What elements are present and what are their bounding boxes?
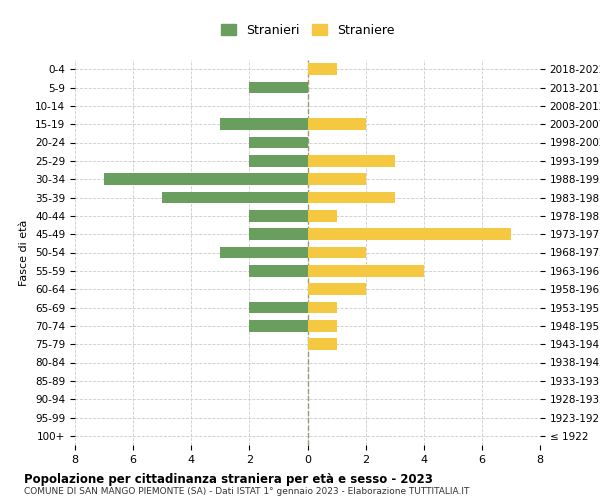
Bar bbox=[308, 338, 337, 350]
Bar bbox=[308, 192, 395, 203]
Text: Popolazione per cittadinanza straniera per età e sesso - 2023: Popolazione per cittadinanza straniera p… bbox=[24, 472, 433, 486]
Bar bbox=[308, 228, 511, 240]
Bar bbox=[250, 320, 308, 332]
Bar bbox=[308, 265, 424, 277]
Bar bbox=[250, 210, 308, 222]
Bar bbox=[162, 192, 308, 203]
Bar bbox=[308, 63, 337, 75]
Bar bbox=[308, 173, 365, 185]
Bar bbox=[220, 246, 308, 258]
Bar bbox=[220, 118, 308, 130]
Bar bbox=[250, 155, 308, 167]
Y-axis label: Fasce di età: Fasce di età bbox=[19, 220, 29, 286]
Legend: Stranieri, Straniere: Stranieri, Straniere bbox=[217, 20, 398, 40]
Bar bbox=[308, 320, 337, 332]
Bar bbox=[308, 302, 337, 314]
Bar bbox=[308, 155, 395, 167]
Bar bbox=[308, 118, 365, 130]
Bar bbox=[308, 210, 337, 222]
Bar bbox=[250, 302, 308, 314]
Bar bbox=[250, 82, 308, 94]
Bar bbox=[104, 173, 308, 185]
Text: COMUNE DI SAN MANGO PIEMONTE (SA) - Dati ISTAT 1° gennaio 2023 - Elaborazione TU: COMUNE DI SAN MANGO PIEMONTE (SA) - Dati… bbox=[24, 488, 469, 496]
Bar bbox=[308, 283, 365, 295]
Bar bbox=[250, 265, 308, 277]
Bar bbox=[250, 228, 308, 240]
Bar bbox=[308, 246, 365, 258]
Bar bbox=[250, 136, 308, 148]
